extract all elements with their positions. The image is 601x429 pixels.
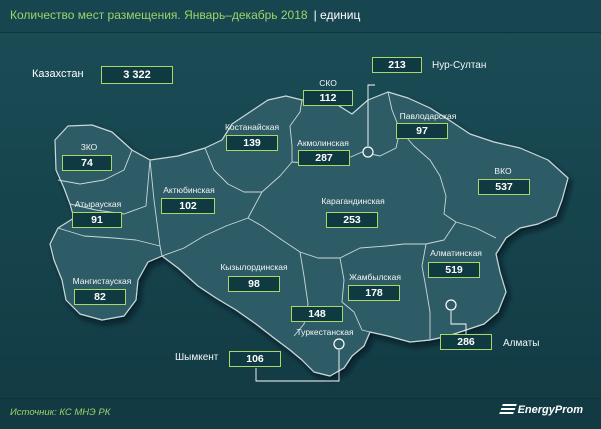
- region-label-kostanay: Костанайская: [224, 122, 280, 132]
- city-label-shymkent: Шымкент: [175, 352, 219, 363]
- region-label-almaty-obl: Алматинская: [430, 248, 482, 258]
- total-value: 3 322: [101, 66, 173, 84]
- city-label-almaty: Алматы: [503, 338, 540, 349]
- page-title: Количество мест размещения. Январь–декаб…: [10, 8, 360, 22]
- region-value-zko: 74: [62, 155, 112, 171]
- region-value-akmola: 287: [298, 150, 350, 166]
- region-value-atyrau: 91: [72, 212, 122, 228]
- country-shape: [49, 91, 569, 377]
- total-label: Казахстан: [32, 68, 84, 80]
- region-value-sko: 112: [303, 90, 353, 106]
- logo-text: EnergyProm: [517, 404, 583, 416]
- region-label-vko: ВКО: [494, 166, 512, 176]
- region-label-turkestan: Туркестанская: [296, 327, 354, 337]
- nur-sultan-marker: [362, 146, 374, 158]
- region-label-atyrau: Атырауская: [74, 199, 122, 209]
- region-value-pavlodar: 97: [396, 123, 448, 139]
- source-note: Источник: КС МНЭ РК: [10, 407, 111, 418]
- region-value-mangistau: 82: [74, 289, 126, 305]
- unit-label: единиц: [314, 8, 361, 22]
- region-label-aktobe: Актюбинская: [163, 185, 215, 195]
- region-label-sko: СКО: [319, 78, 337, 88]
- city-value-almaty: 286: [440, 334, 492, 350]
- city-value-nur-sultan: 213: [372, 57, 422, 73]
- region-label-zko: ЗКО: [80, 142, 98, 152]
- region-label-zhambyl: Жамбылская: [349, 272, 401, 282]
- region-value-vko: 537: [478, 179, 530, 195]
- region-value-almaty-obl: 519: [428, 262, 480, 278]
- region-value-turkestan: 148: [291, 306, 343, 322]
- leader-lines: [255, 84, 467, 382]
- region-value-aktobe: 102: [161, 198, 215, 214]
- title-bar: Количество мест размещения. Январь–декаб…: [0, 0, 601, 33]
- region-label-mangistau: Мангистауская: [72, 276, 132, 286]
- almaty-marker: [445, 299, 457, 311]
- city-label-nur-sultan: Нур-Султан: [432, 60, 487, 71]
- region-borders: [57, 91, 497, 340]
- shymkent-marker: [333, 338, 345, 350]
- city-value-shymkent: 106: [229, 351, 281, 367]
- region-label-kyzylorda: Кызылординская: [220, 262, 288, 272]
- region-label-pavlodar: Павлодарская: [399, 111, 457, 121]
- region-label-karaganda: Карагандинская: [321, 196, 385, 206]
- region-value-karaganda: 253: [326, 212, 378, 228]
- title-text: Количество мест размещения. Январь–декаб…: [10, 8, 308, 22]
- region-label-akmola: Акмолинская: [297, 138, 349, 148]
- region-value-zhambyl: 178: [348, 285, 400, 301]
- energyprom-logo: EnergyProm: [498, 404, 583, 416]
- region-value-kostanay: 139: [226, 135, 278, 151]
- region-value-kyzylorda: 98: [228, 276, 280, 292]
- logo-stripes-icon: [498, 404, 517, 414]
